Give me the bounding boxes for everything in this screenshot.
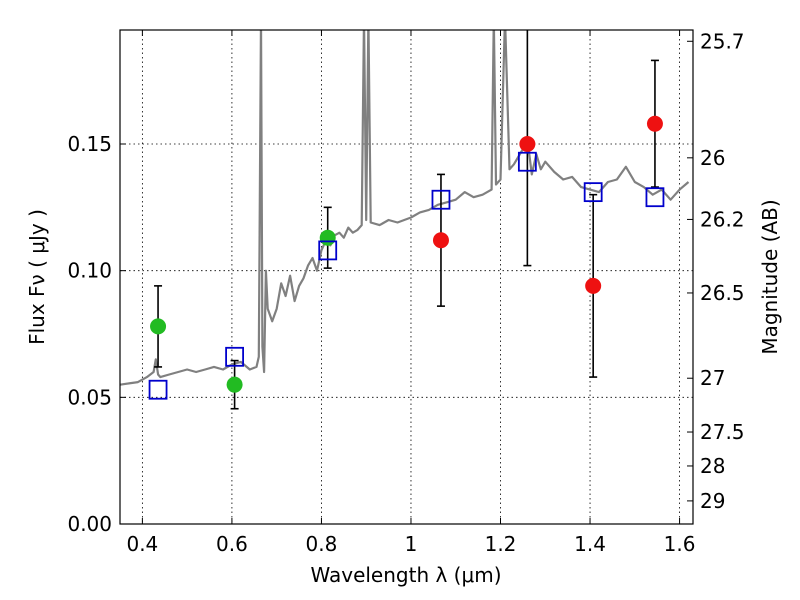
right-tick-label: 28 bbox=[700, 454, 725, 478]
observed-point bbox=[646, 115, 663, 132]
right-axis-ticks: 25.7 26 26.2 26.5 27 27.5 28 29 bbox=[687, 29, 745, 513]
right-tick-label: 27.5 bbox=[700, 420, 745, 444]
y-axis-ticks: 0.00 0.05 0.10 0.15 bbox=[67, 132, 126, 536]
y-tick-label: 0.00 bbox=[67, 512, 112, 536]
model-spectrum bbox=[120, 30, 690, 386]
model-photometry-marker bbox=[225, 346, 245, 367]
x-tick-label: 1.6 bbox=[664, 532, 696, 556]
right-tick-label: 27 bbox=[700, 366, 725, 390]
right-tick-label: 26.5 bbox=[700, 281, 745, 305]
observed-point bbox=[432, 232, 449, 249]
model-photometry-marker bbox=[431, 189, 451, 210]
observed-point bbox=[226, 376, 243, 393]
x-axis-label: Wavelength λ (μm) bbox=[310, 563, 501, 587]
observed-point bbox=[519, 136, 536, 152]
x-tick-label: 1.4 bbox=[574, 532, 606, 556]
right-axis-label: Magnitude (AB) bbox=[758, 199, 782, 354]
observed-point bbox=[150, 318, 167, 335]
y-tick-label: 0.05 bbox=[67, 385, 112, 409]
y-tick-label: 0.10 bbox=[67, 259, 112, 283]
x-axis-ticks: 0.4 0.6 0.8 1 1.2 1.4 1.6 bbox=[126, 30, 695, 556]
model-spectrum-line bbox=[120, 30, 690, 386]
y-axis-label: Flux Fν ( μJy ) bbox=[25, 209, 49, 345]
right-tick-label: 29 bbox=[700, 489, 725, 513]
model-photometry-marker bbox=[583, 182, 603, 203]
model-photometry-marker bbox=[517, 151, 537, 172]
model-photometry-marker bbox=[645, 187, 665, 208]
x-tick-label: 1 bbox=[405, 532, 418, 556]
right-tick-label: 26.2 bbox=[700, 207, 745, 231]
x-tick-label: 0.4 bbox=[126, 532, 158, 556]
x-tick-label: 0.8 bbox=[306, 532, 338, 556]
data-markers bbox=[148, 115, 665, 400]
y-tick-label: 0.15 bbox=[67, 132, 112, 156]
right-tick-label: 25.7 bbox=[700, 29, 745, 53]
observed-point bbox=[585, 277, 602, 294]
x-tick-label: 0.6 bbox=[216, 532, 248, 556]
model-photometry-marker bbox=[148, 379, 168, 400]
grid bbox=[120, 30, 693, 524]
observed-point bbox=[319, 229, 336, 246]
plot-frame bbox=[119, 29, 694, 525]
right-tick-label: 26 bbox=[700, 146, 725, 170]
model-photometry-marker bbox=[318, 240, 338, 261]
x-tick-label: 1.2 bbox=[485, 532, 517, 556]
